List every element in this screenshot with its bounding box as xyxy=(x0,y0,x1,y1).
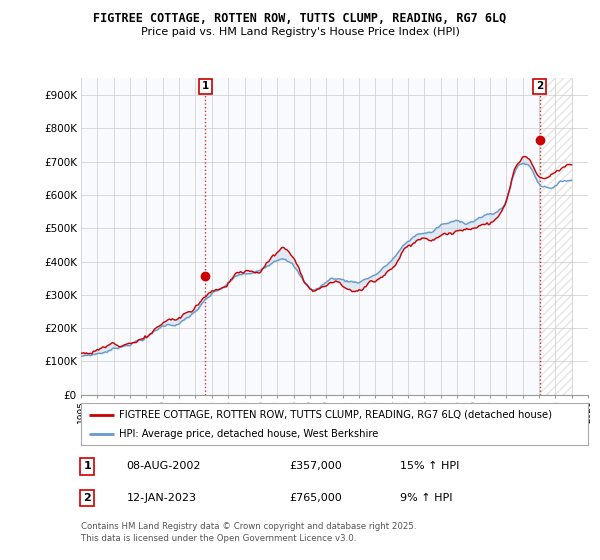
Text: Price paid vs. HM Land Registry's House Price Index (HPI): Price paid vs. HM Land Registry's House … xyxy=(140,27,460,37)
Text: 1: 1 xyxy=(202,81,209,91)
Text: HPI: Average price, detached house, West Berkshire: HPI: Average price, detached house, West… xyxy=(119,429,379,439)
Text: FIGTREE COTTAGE, ROTTEN ROW, TUTTS CLUMP, READING, RG7 6LQ: FIGTREE COTTAGE, ROTTEN ROW, TUTTS CLUMP… xyxy=(94,12,506,25)
Text: FIGTREE COTTAGE, ROTTEN ROW, TUTTS CLUMP, READING, RG7 6LQ (detached house): FIGTREE COTTAGE, ROTTEN ROW, TUTTS CLUMP… xyxy=(119,409,552,419)
Text: 08-AUG-2002: 08-AUG-2002 xyxy=(127,461,201,472)
Text: 15% ↑ HPI: 15% ↑ HPI xyxy=(400,461,460,472)
Text: 9% ↑ HPI: 9% ↑ HPI xyxy=(400,493,453,503)
Text: 12-JAN-2023: 12-JAN-2023 xyxy=(127,493,197,503)
Text: 1: 1 xyxy=(83,461,91,472)
Text: Contains HM Land Registry data © Crown copyright and database right 2025.
This d: Contains HM Land Registry data © Crown c… xyxy=(81,522,416,543)
Text: £357,000: £357,000 xyxy=(289,461,341,472)
Text: 2: 2 xyxy=(536,81,543,91)
Text: 2: 2 xyxy=(83,493,91,503)
Bar xyxy=(81,78,539,395)
Text: £765,000: £765,000 xyxy=(289,493,341,503)
